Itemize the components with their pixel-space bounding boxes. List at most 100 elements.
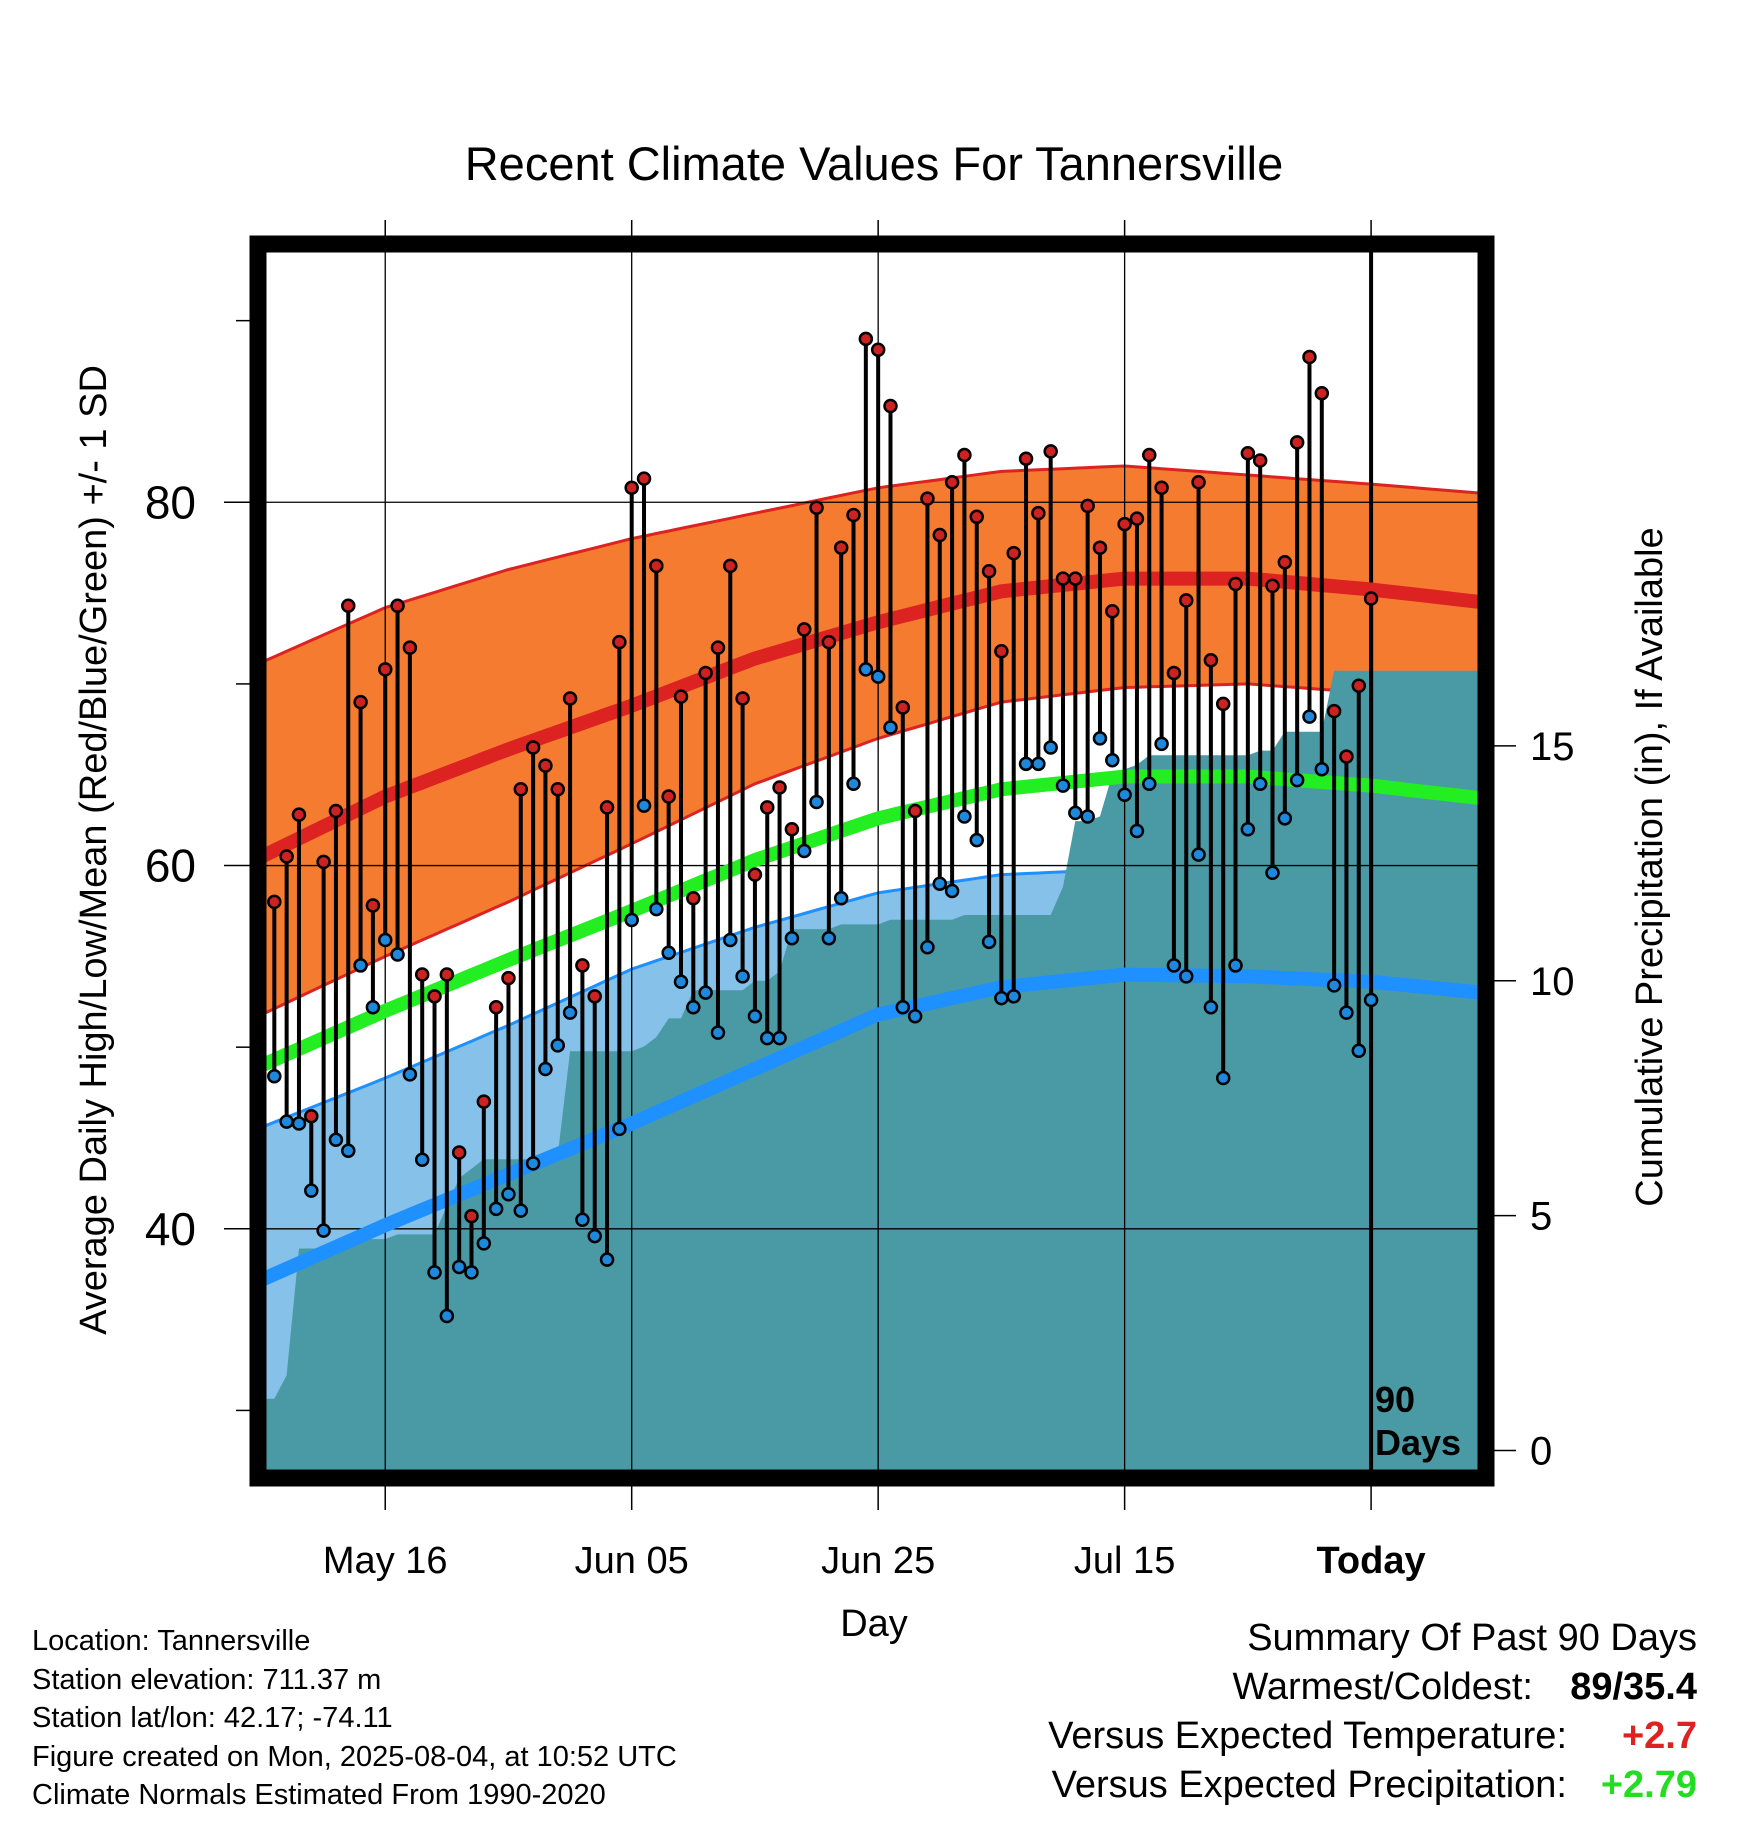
elevation-text: Station elevation: 711.37 m: [32, 1663, 382, 1696]
daily-low-point: [932, 876, 948, 891]
daily-high-point: [1215, 696, 1231, 712]
daily-points: [267, 331, 1379, 1324]
station-info: Location: Tannersville Station elevation…: [32, 1622, 677, 1815]
daily-low-point: [760, 1030, 775, 1046]
daily-high-point: [562, 691, 578, 706]
plot-frame: [249, 235, 1495, 1487]
y-right-tick-label: 15: [1530, 725, 1575, 769]
daily-low-point: [304, 1183, 319, 1198]
daily-low-point: [612, 1121, 627, 1137]
daily-low-point: [439, 1308, 455, 1324]
daily-low-point: [1154, 736, 1169, 752]
daily-low-point: [1092, 731, 1108, 746]
daily-high-point: [686, 890, 701, 906]
created-text: Figure created on Mon, 2025-08-04, at 10…: [32, 1740, 677, 1773]
x-axis-label: Day: [840, 1603, 908, 1645]
daily-high-point: [1006, 545, 1021, 561]
summary-heading: Summary Of Past 90 Days: [1247, 1617, 1697, 1659]
daily-high-point: [1154, 480, 1169, 496]
daily-high-point: [723, 558, 738, 574]
daily-low-point: [698, 985, 713, 1000]
daily-low-point: [402, 1067, 418, 1082]
daily-high-point: [587, 989, 602, 1004]
daily-low-point: [624, 912, 639, 928]
daily-low-point: [476, 1236, 492, 1251]
daily-low-point: [377, 932, 393, 948]
daily-low-point: [1277, 811, 1293, 826]
normal-mean-line: [262, 769, 1482, 1072]
daily-high-point: [341, 598, 356, 614]
daily-low-point: [1265, 865, 1280, 881]
daily-low-point: [451, 1259, 467, 1275]
daily-low-point: [673, 974, 689, 990]
daily-low-point: [341, 1143, 356, 1158]
high-band-upper-edge: [262, 464, 1482, 664]
precip-departure-value: +2.79: [1600, 1764, 1697, 1806]
daily-high-point: [821, 634, 837, 650]
daily-low-point: [1031, 756, 1046, 772]
summary-temp-row: Versus Expected Temperature: +2.7: [1048, 1712, 1697, 1761]
daily-high-point: [439, 967, 455, 982]
daily-high-point: [328, 803, 344, 819]
daily-low-point: [1166, 958, 1182, 973]
y-right-tick-label: 0: [1530, 1430, 1552, 1474]
daily-high-point: [833, 540, 849, 555]
x-tick-label: Today: [1317, 1540, 1426, 1582]
daily-low-point: [353, 958, 368, 973]
daily-low-point: [772, 1030, 787, 1046]
daily-high-point: [488, 999, 504, 1015]
daily-low-point: [957, 809, 972, 824]
daily-high-point: [735, 691, 750, 706]
daily-high-point: [525, 740, 541, 755]
daily-high-point: [1314, 386, 1330, 401]
summary-warmest-row: Warmest/Coldest: 89/35.4: [1048, 1663, 1697, 1712]
daily-low-point: [525, 1156, 541, 1171]
daily-high-point: [895, 700, 911, 715]
high-band-lower-edge: [262, 682, 1482, 1016]
daily-high-point: [427, 989, 442, 1004]
daily-low-point: [279, 1114, 294, 1129]
today-high-point: [1363, 591, 1379, 606]
daily-low-point: [821, 930, 837, 946]
temp-departure-value: +2.7: [1621, 1715, 1697, 1757]
daily-high-point: [883, 398, 898, 414]
x-tick-label: Jun 05: [575, 1540, 689, 1582]
latlon-text: Station lat/lon: 42.17; -74.11: [32, 1702, 393, 1734]
daily-high-point: [969, 509, 984, 525]
daily-high-point: [612, 634, 627, 650]
today-low-point: [1363, 992, 1379, 1008]
daily-high-point: [796, 622, 812, 637]
daily-high-point: [870, 342, 886, 357]
daily-high-point: [636, 471, 652, 486]
x-tick-label: Jul 15: [1074, 1540, 1175, 1582]
daily-low-point: [513, 1203, 529, 1218]
daily-low-point: [870, 669, 886, 684]
daily-low-point: [944, 883, 960, 899]
daily-high-point: [673, 689, 689, 704]
daily-low-point: [291, 1116, 307, 1131]
y-left-tick-label: 80: [145, 476, 196, 528]
daily-low-point: [661, 945, 676, 960]
daily-low-point: [599, 1252, 615, 1267]
daily-high-point: [353, 694, 368, 710]
daily-low-point: [1252, 776, 1268, 792]
daily-low-point: [1203, 999, 1219, 1015]
daily-high-point: [649, 558, 664, 574]
daily-high-point: [809, 500, 824, 515]
daily-high-point: [661, 789, 676, 804]
daily-low-point: [1068, 805, 1083, 821]
normal-lines: [262, 571, 1482, 1287]
daily-low-point: [1105, 752, 1120, 768]
daily-high-point: [1265, 578, 1280, 594]
daily-high-point: [858, 331, 874, 347]
daily-low-point: [427, 1265, 442, 1280]
daily-high-point: [1302, 349, 1317, 365]
chart-title: Recent Climate Values For Tannersville: [465, 137, 1284, 190]
x-tick-label: Jun 25: [821, 1540, 935, 1582]
daily-low-point: [636, 798, 652, 813]
y-left-tick-label: 40: [145, 1203, 196, 1255]
daily-high-point: [304, 1108, 319, 1124]
daily-low-point: [1228, 958, 1243, 973]
daily-high-point: [414, 967, 430, 982]
